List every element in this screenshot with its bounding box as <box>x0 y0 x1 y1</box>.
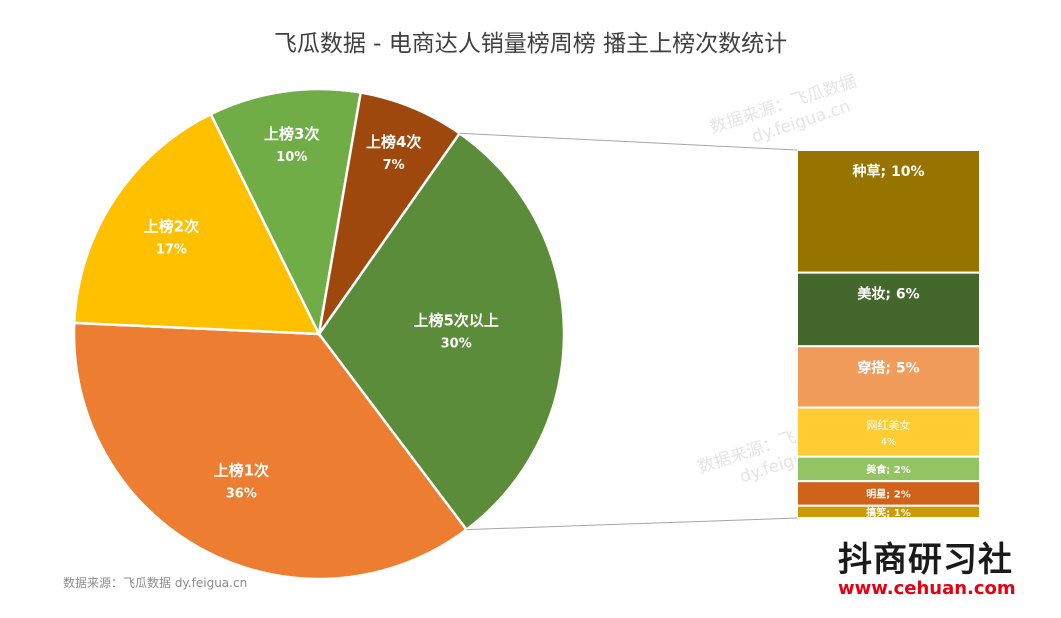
breakdown-segment <box>796 345 981 409</box>
breakdown-segment <box>796 480 981 507</box>
breakdown-label: 明星; 2% <box>866 488 910 500</box>
source-note: 数据来源：飞瓜数据 dy.feigua.cn <box>63 576 248 590</box>
breakdown-label: 网红美女 <box>867 418 911 432</box>
pie-slice <box>72 321 469 581</box>
breakdown-label: 搞笑; 1% <box>866 506 910 519</box>
breakdown-segment <box>796 504 981 520</box>
connector-line <box>466 517 798 531</box>
breakdown-segment <box>796 149 981 274</box>
pie-slice <box>209 87 363 339</box>
connector-line <box>459 132 798 151</box>
pie-slice <box>317 131 566 532</box>
pie-slice <box>317 91 462 335</box>
slice-label: 上榜2次 <box>144 217 199 235</box>
breakdown-value-label: 4% <box>881 437 897 448</box>
slice-value-label: 17% <box>156 242 187 257</box>
chart-title: 飞瓜数据 - 电商达人销量榜周榜 播主上榜次数统计 <box>273 31 788 57</box>
breakdown-label: 美食; 2% <box>866 463 910 476</box>
slice-value-label: 30% <box>441 337 472 352</box>
breakdown-segment <box>796 455 981 483</box>
slice-value-label: 7% <box>383 158 405 173</box>
slice-label: 上榜1次 <box>214 461 269 479</box>
slice-label: 上榜3次 <box>264 125 319 143</box>
slice-label: 上榜4次 <box>366 133 421 151</box>
pie-slice <box>72 112 322 336</box>
breakdown-label: 种草; 10% <box>852 163 925 180</box>
breakdown-segment <box>796 406 981 458</box>
brand-url: www.cehuan.com <box>838 578 1016 599</box>
slice-value-label: 36% <box>226 486 257 501</box>
slice-value-label: 10% <box>276 150 307 165</box>
breakdown-label: 穿搭; 5% <box>857 359 919 376</box>
breakdown-segment <box>796 271 981 348</box>
brand-logo-text: 抖商研习社 <box>838 540 1013 580</box>
slice-label: 上榜5次以上 <box>413 312 498 330</box>
breakdown-label: 美妆; 6% <box>857 286 919 303</box>
